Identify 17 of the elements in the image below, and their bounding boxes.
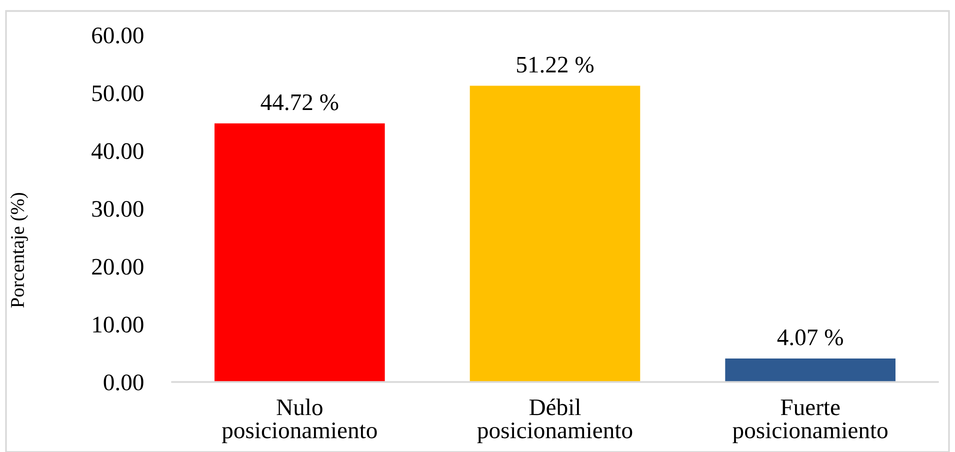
bar — [725, 358, 896, 382]
x-tick-label: Débil posicionamiento — [477, 398, 632, 444]
y-tick-label: 50.00 — [92, 85, 144, 102]
y-tick-label: 40.00 — [92, 143, 144, 160]
bar — [470, 86, 640, 382]
data-label: 51.22 % — [517, 56, 594, 73]
y-tick-label: 20.00 — [92, 258, 144, 275]
y-tick-label: 10.00 — [93, 316, 144, 333]
x-tick-label: Fuerte posicionamiento — [732, 400, 888, 444]
data-label: 4.07 % — [777, 329, 843, 346]
y-tick-label: 60.00 — [92, 27, 144, 44]
bar — [214, 123, 385, 382]
y-tick-label: 30.00 — [92, 200, 144, 218]
y-tick-label: 0.00 — [104, 374, 144, 391]
y-axis-title: Porcentaje (%) — [10, 192, 28, 308]
data-label: 44.72 % — [260, 94, 338, 110]
x-tick-label: Nulo posicionamiento — [222, 398, 377, 444]
